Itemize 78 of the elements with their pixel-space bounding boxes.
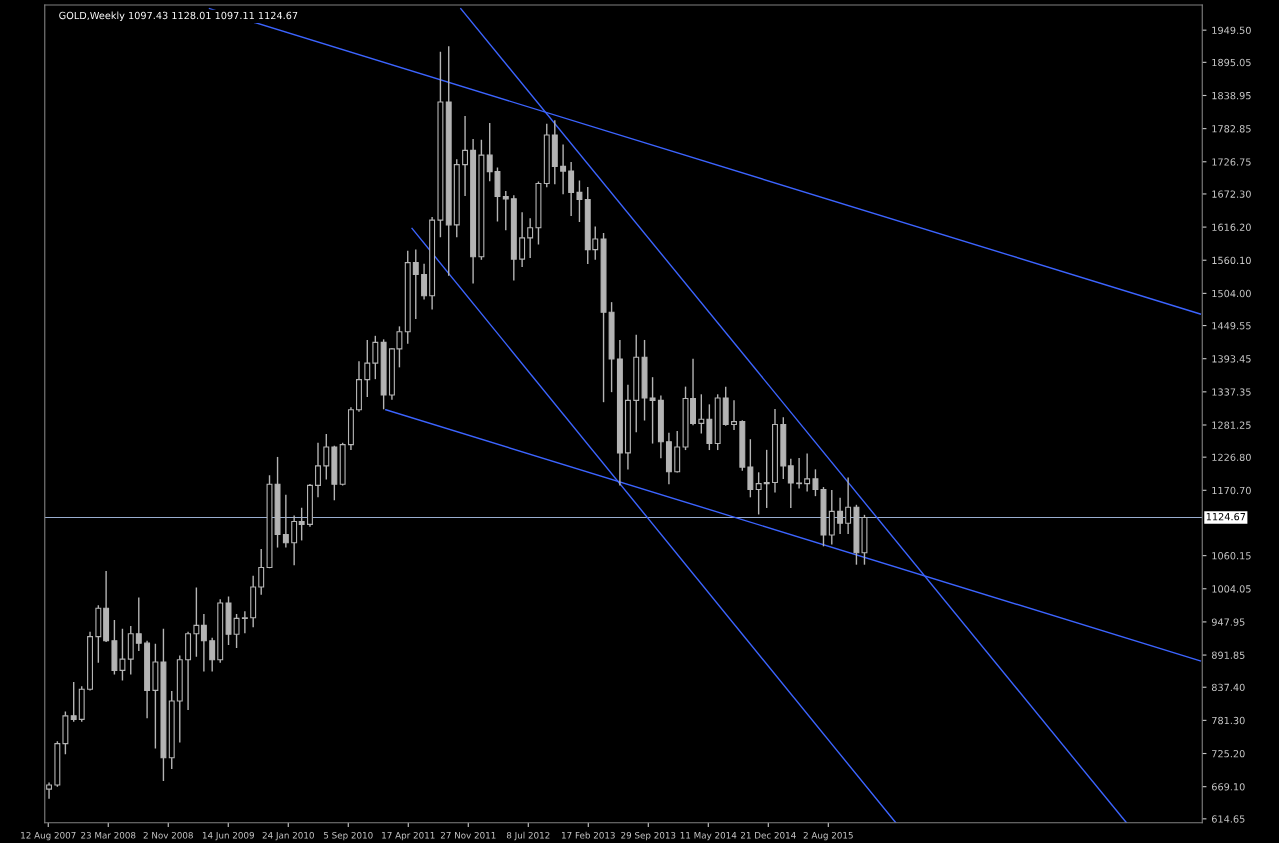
x-tick-label: 24 Jan 2010 <box>262 831 314 841</box>
candlestick <box>828 490 835 545</box>
x-tick-label: 17 Apr 2011 <box>382 831 435 841</box>
candlestick <box>649 377 656 444</box>
x-tick-label: 11 May 2014 <box>680 831 737 841</box>
x-tick-label: 17 Feb 2013 <box>562 831 615 839</box>
y-tick-label: 947.95 <box>1211 618 1245 626</box>
candlestick <box>421 263 428 300</box>
y-tick-label: 891.85 <box>1211 651 1245 659</box>
y-tick-label: 1672.30 <box>1212 190 1251 198</box>
y-tick-label: 781.30 <box>1212 716 1245 725</box>
candlestick <box>502 191 509 231</box>
y-tick-label: 614.65 <box>1211 815 1245 823</box>
candlestick <box>241 611 248 634</box>
candlestick <box>323 433 330 480</box>
y-tick-label: 1560.10 <box>1212 256 1251 265</box>
x-tick-label: 5 Sep 2010 <box>324 831 373 841</box>
candlestick <box>119 628 126 681</box>
x-tick-label: 12 Aug 2007 <box>21 831 76 841</box>
x-tick-label: 2 Aug 2015 <box>803 831 853 841</box>
text: GOLD,Weekly 1097.43 1128.01 1097.11 1124.67 <box>59 11 298 22</box>
candlestick <box>372 335 379 380</box>
candlestick <box>731 400 737 430</box>
candlestick <box>282 494 289 548</box>
candlestick <box>364 339 371 397</box>
candlestick <box>845 477 852 534</box>
candlestick <box>747 439 754 498</box>
y-tick-label: 725.20 <box>1212 750 1245 758</box>
candlestick <box>527 218 534 259</box>
candlestick <box>193 587 200 657</box>
x-tick-label: 29 Sep 2013 <box>621 831 676 841</box>
candlestick <box>519 212 526 267</box>
candlestick <box>70 682 77 722</box>
y-tick-label: 669.10 <box>1211 783 1245 791</box>
candlestick <box>412 249 419 319</box>
y-tick-label: 1504.00 <box>1212 289 1251 298</box>
candlestick <box>560 144 567 195</box>
y-tick-label: 1949.50 <box>1212 26 1251 34</box>
y-tick-label: 1060.15 <box>1212 552 1251 560</box>
candlestick <box>233 614 240 648</box>
x-tick-label: 23 Mar 2008 <box>81 831 136 839</box>
y-tick-label: 1337.35 <box>1212 388 1251 396</box>
candlestick <box>298 507 305 541</box>
candlestick <box>200 614 207 672</box>
candlestick <box>698 394 705 434</box>
x-tick-label: 8 Jul 2012 <box>506 831 550 841</box>
candlestick <box>462 116 469 197</box>
x-tick-label: 14 Jun 2009 <box>202 831 254 841</box>
candlestick <box>804 453 811 492</box>
y-tick-label: 1281.25 <box>1212 421 1251 429</box>
y-tick-label: 1616.20 <box>1212 223 1251 231</box>
candlestick <box>209 637 216 672</box>
candlestick <box>576 180 583 222</box>
candlestick <box>837 497 844 534</box>
x-tick-label: 21 Dec 2014 <box>740 831 796 839</box>
candlestick <box>291 515 298 566</box>
y-tick-label: 1226.80 <box>1212 453 1251 461</box>
x-tick-label: 2 Nov 2008 <box>143 831 193 839</box>
candlestick <box>796 458 803 489</box>
candlestick <box>135 597 142 651</box>
x-tick-label: 27 Nov 2011 <box>440 831 496 839</box>
y-tick-label: 1449.55 <box>1212 322 1251 330</box>
candlestick <box>763 449 770 508</box>
ref-line-label: 1124.67 <box>1206 512 1246 521</box>
candlestick <box>258 549 265 595</box>
candlestick <box>315 442 321 498</box>
y-tick-label: 1895.05 <box>1212 58 1251 67</box>
y-tick-label: 1782.85 <box>1212 125 1251 133</box>
y-tick-label: 1004.05 <box>1212 585 1251 593</box>
candlestick <box>46 782 53 799</box>
candlestick <box>787 458 794 508</box>
y-tick-label: 1726.75 <box>1212 158 1251 166</box>
y-tick-label: 1838.95 <box>1212 91 1251 100</box>
y-tick-label: 1170.70 <box>1212 486 1251 495</box>
candlestick <box>755 472 762 515</box>
candlestick <box>568 162 575 217</box>
y-tick-label: 1393.45 <box>1212 355 1251 363</box>
y-tick-label: 837.40 <box>1211 683 1245 692</box>
